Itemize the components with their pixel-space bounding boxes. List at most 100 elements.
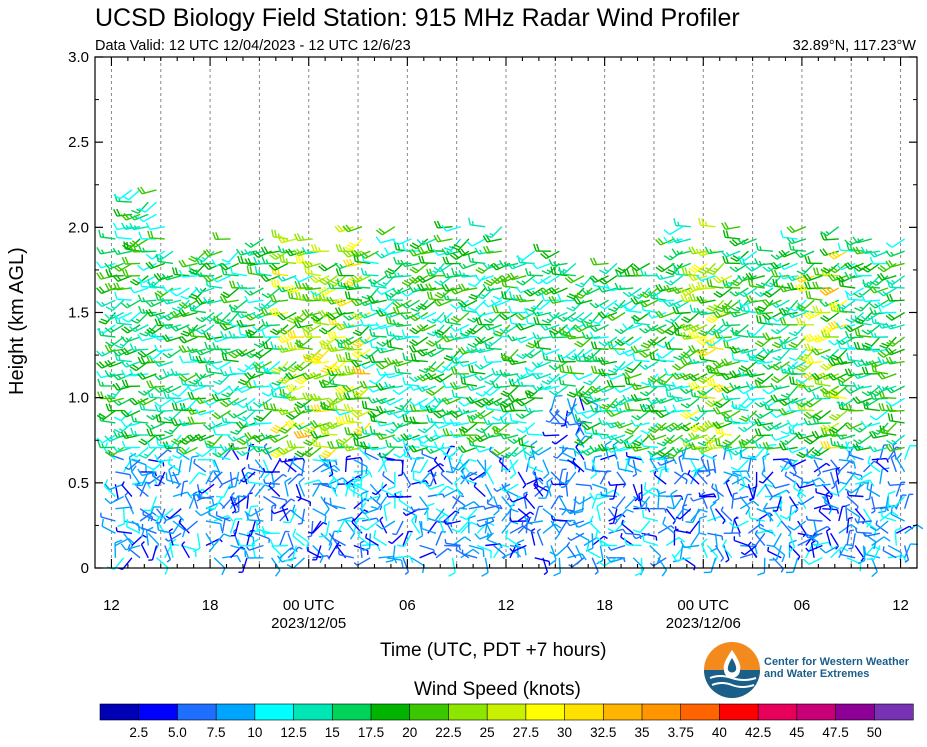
wind-barb [351, 348, 371, 359]
wind-barb [154, 344, 174, 353]
wind-barb [146, 428, 165, 437]
wind-barb [755, 242, 774, 252]
wind-barb [244, 248, 264, 257]
wind-barb [386, 339, 404, 350]
wind-barb [293, 275, 313, 283]
wind-barb [292, 528, 305, 547]
wind-barb [591, 493, 605, 509]
wind-barb [285, 284, 305, 294]
wind-barb [528, 459, 544, 473]
wind-barb [115, 471, 132, 479]
wind-barb [112, 247, 133, 256]
wind-barb [581, 422, 601, 431]
wind-barb [245, 324, 264, 336]
wind-barb [229, 495, 246, 510]
wind-barb [104, 495, 125, 505]
wind-barb [326, 397, 346, 406]
wind-barb [738, 250, 758, 262]
wind-barb [468, 544, 485, 558]
wind-barb [509, 495, 527, 503]
wind-barb [138, 201, 157, 213]
wind-barb [263, 478, 280, 485]
wind-barb [457, 407, 478, 415]
wind-barb [228, 366, 248, 375]
wind-barb [302, 293, 321, 302]
wind-barb [845, 403, 864, 412]
wind-barb [433, 298, 453, 307]
wind-barb [557, 293, 576, 302]
wind-barb [772, 483, 790, 489]
wind-barb [408, 311, 429, 322]
wind-barb [607, 481, 626, 487]
wind-barb [608, 299, 626, 313]
wind-barb [786, 225, 807, 234]
wind-barb [350, 359, 371, 368]
wind-barb [521, 521, 536, 534]
wind-barb [392, 358, 412, 367]
wind-barb [468, 505, 487, 511]
wind-barb [860, 420, 881, 428]
colorbar-swatch [370, 703, 411, 721]
wind-barb [268, 262, 289, 271]
wind-barb [328, 459, 334, 478]
wind-barb [524, 446, 544, 457]
wind-barb [147, 532, 160, 552]
water-drop-logo-icon [704, 642, 760, 698]
wind-barb [731, 492, 738, 509]
wind-barb [161, 297, 182, 305]
wind-barb [234, 496, 240, 514]
colorbar-swatch [680, 703, 721, 721]
wind-barb [616, 471, 627, 488]
wind-barb [353, 422, 371, 435]
wind-barb [202, 274, 223, 283]
wind-barb [310, 430, 330, 439]
wind-barb [231, 495, 248, 506]
wind-barb [525, 299, 544, 313]
wind-barb [361, 426, 379, 436]
wind-barb [270, 508, 289, 515]
wind-barb [393, 446, 412, 459]
logo-text-line1: Center for Western Weather [764, 656, 910, 668]
wind-barb [663, 422, 684, 433]
wind-barb [416, 373, 437, 382]
wind-barb [886, 293, 905, 302]
wind-barb [385, 545, 396, 563]
wind-barb [754, 373, 774, 385]
wind-barb [342, 258, 363, 268]
wind-barb [532, 299, 552, 311]
wind-barb [212, 232, 231, 241]
wind-barb [187, 416, 206, 425]
wind-barb [607, 544, 626, 551]
wind-barb [318, 520, 330, 538]
wind-barb [500, 291, 519, 301]
wind-barb [383, 371, 404, 379]
wind-barb [483, 417, 502, 426]
wind-barb [426, 243, 445, 252]
wind-barb [509, 544, 527, 553]
wind-barb [564, 507, 585, 515]
wind-barb [171, 385, 190, 398]
wind-barb [581, 320, 601, 329]
wind-barb [606, 311, 626, 322]
wind-barb [671, 446, 692, 454]
wind-barb [698, 217, 716, 228]
wind-barb [632, 459, 638, 478]
wind-barb [499, 397, 519, 408]
wind-barb [460, 548, 480, 559]
wind-barb [154, 471, 166, 487]
wind-barb [360, 348, 379, 360]
wind-barb [392, 306, 412, 315]
wind-barb [194, 348, 215, 356]
wind-barb [320, 496, 330, 516]
wind-barb [427, 493, 446, 498]
wind-barb [589, 385, 609, 394]
wind-barb [311, 348, 330, 361]
wind-barb [227, 385, 248, 393]
wind-barb [240, 471, 256, 483]
wind-barb [417, 434, 437, 444]
wind-barb [328, 477, 338, 497]
wind-barb [540, 275, 560, 285]
wind-barb [270, 279, 289, 289]
wind-barb [419, 544, 435, 555]
wind-barb [598, 299, 618, 310]
